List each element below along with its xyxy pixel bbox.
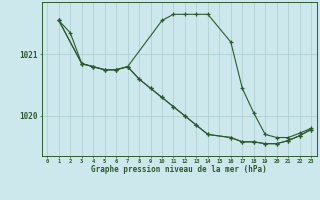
X-axis label: Graphe pression niveau de la mer (hPa): Graphe pression niveau de la mer (hPa)	[91, 165, 267, 174]
